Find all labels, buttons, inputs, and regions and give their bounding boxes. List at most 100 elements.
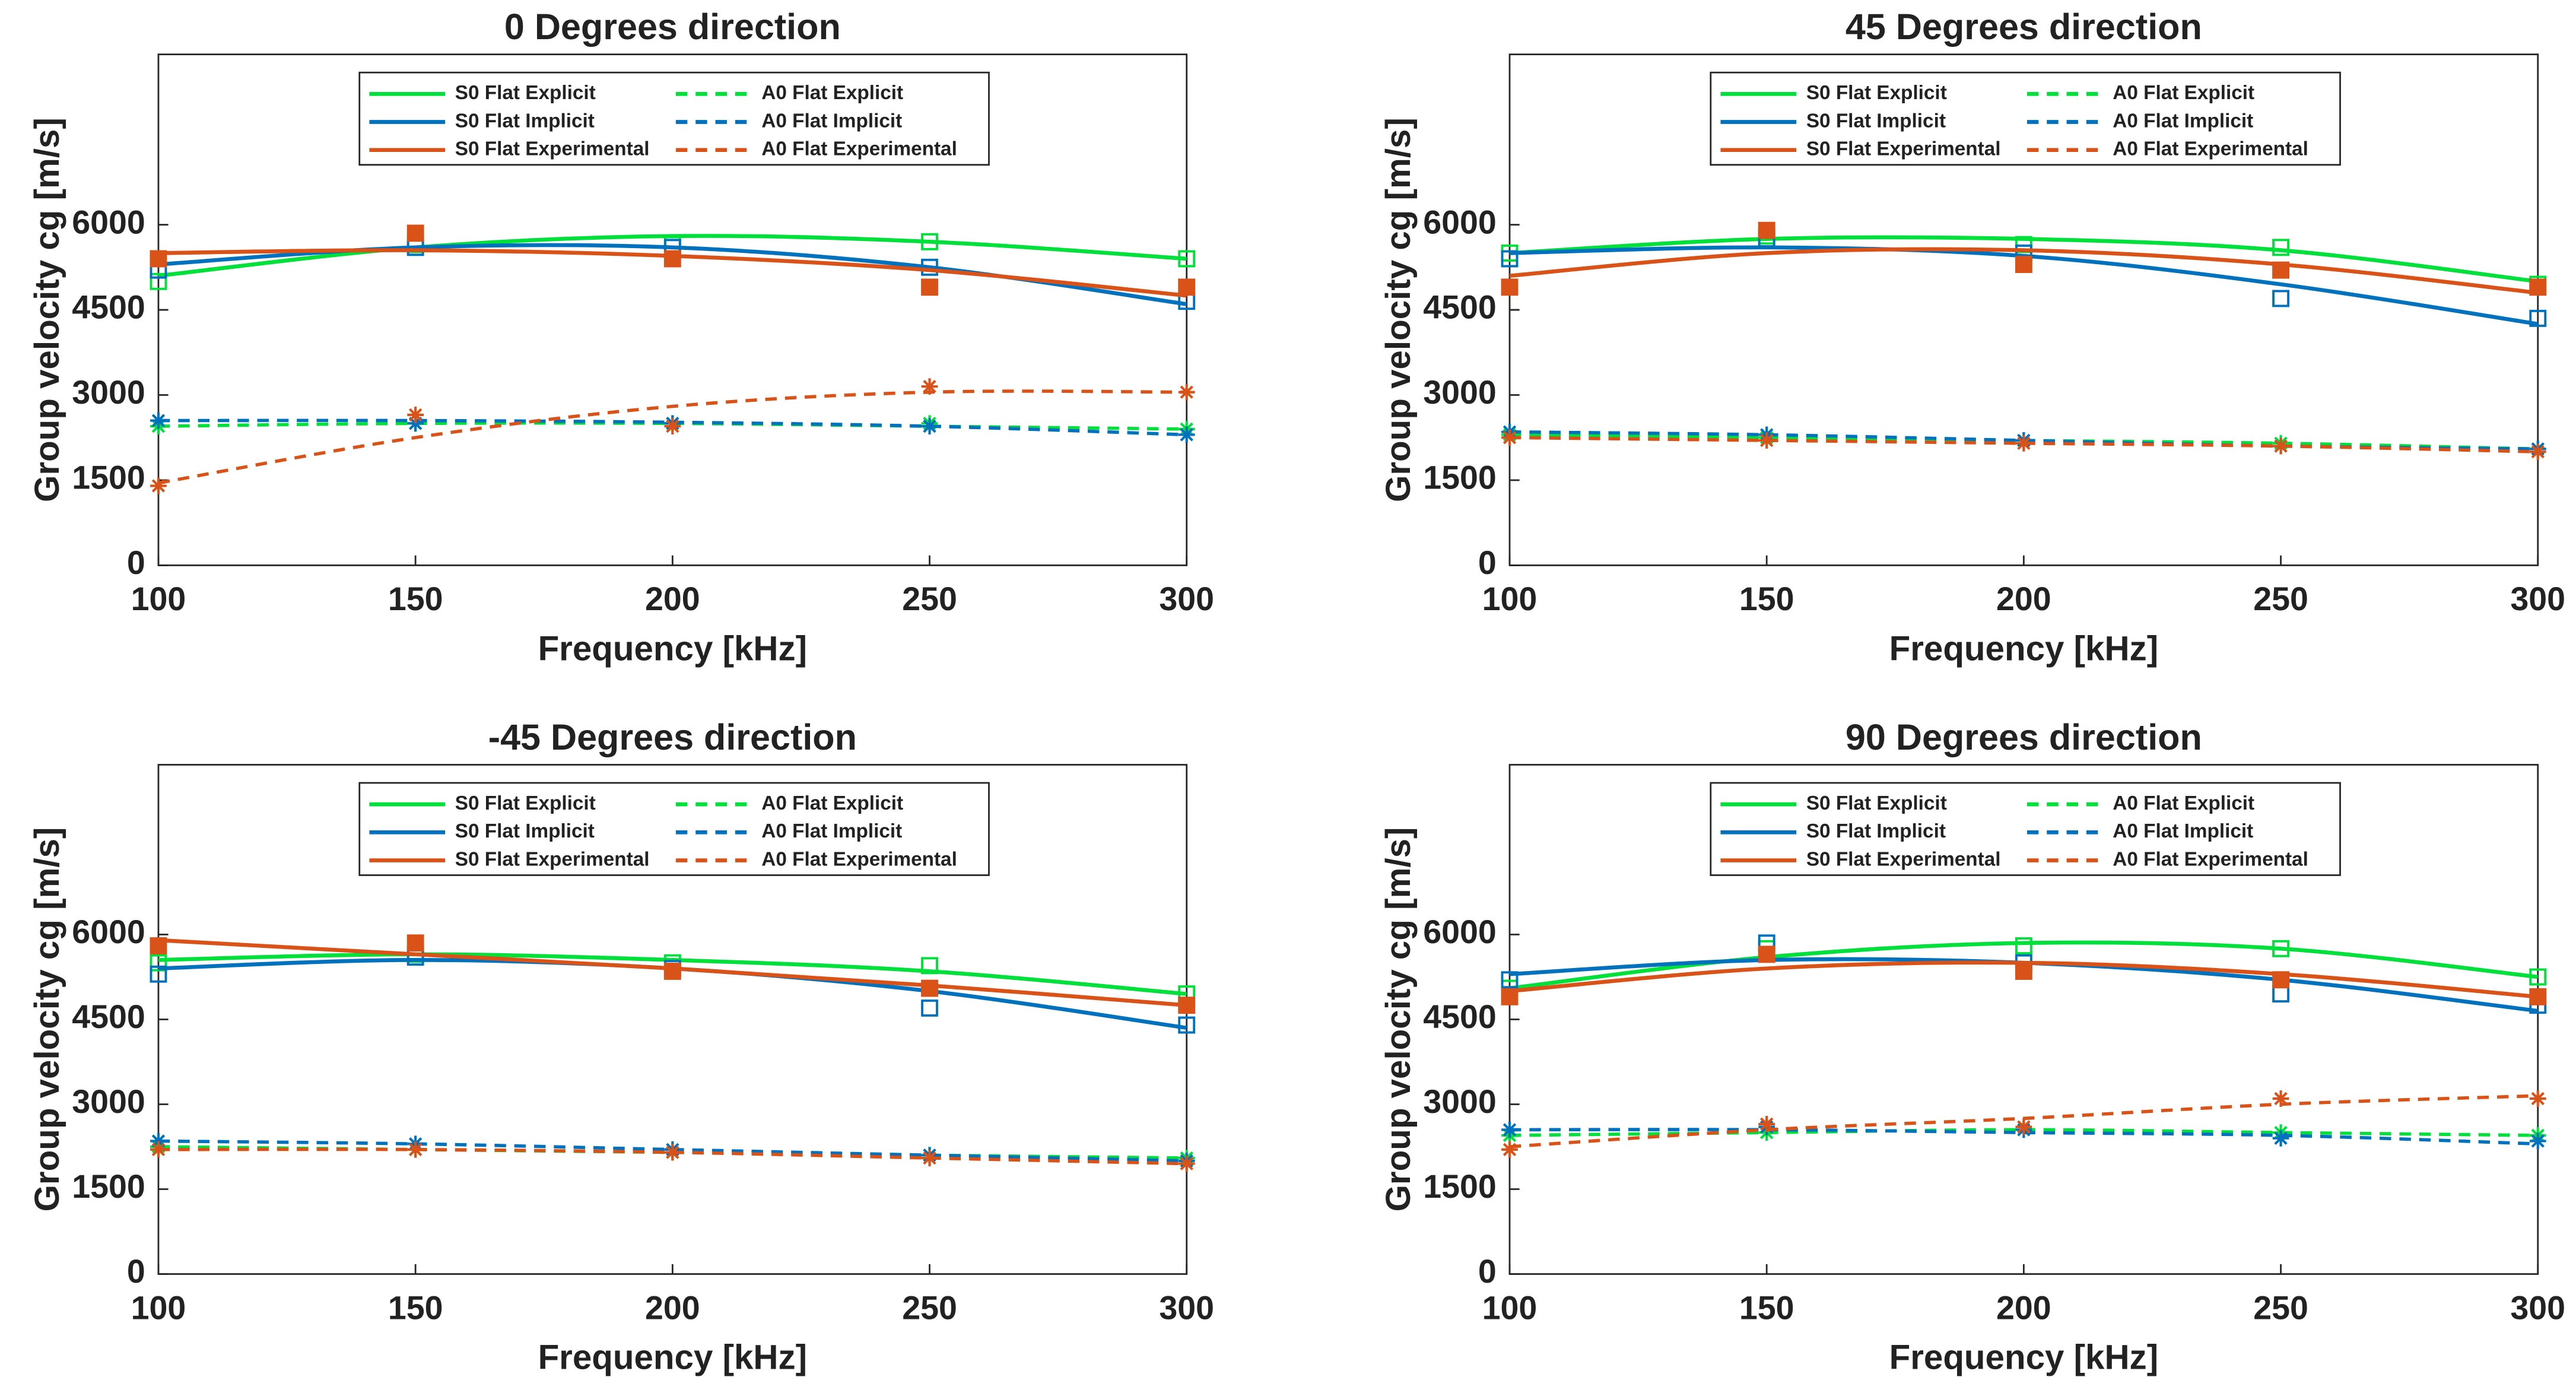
x-tick-label: 150 bbox=[388, 580, 443, 617]
chart-title: 45 Degrees direction bbox=[1846, 7, 2202, 47]
data-point bbox=[407, 415, 424, 432]
data-point bbox=[1758, 432, 1775, 449]
data-point bbox=[2272, 437, 2289, 455]
data-point bbox=[2272, 1090, 2289, 1107]
data-point bbox=[1178, 250, 1196, 268]
legend-label: A0 Flat Experimental bbox=[761, 848, 957, 870]
data-point bbox=[2529, 443, 2546, 461]
x-tick-label: 150 bbox=[388, 1289, 443, 1326]
y-tick-label: 1500 bbox=[72, 1168, 145, 1205]
data-point bbox=[921, 233, 938, 250]
x-tick-label: 300 bbox=[1159, 580, 1214, 617]
x-tick-label: 200 bbox=[645, 1289, 700, 1326]
series-line bbox=[1509, 235, 2539, 284]
data-point bbox=[921, 418, 938, 435]
data-point bbox=[2272, 971, 2289, 989]
legend-label: A0 Flat Implicit bbox=[761, 820, 902, 842]
data-point bbox=[1178, 426, 1195, 443]
legend-label: A0 Flat Experimental bbox=[2113, 138, 2308, 160]
data-point bbox=[150, 1141, 167, 1158]
x-tick-label: 200 bbox=[645, 580, 700, 617]
data-point bbox=[150, 1132, 167, 1150]
x-tick-label: 150 bbox=[1739, 1289, 1794, 1326]
data-point bbox=[663, 963, 681, 980]
legend-label: S0 Flat Explicit bbox=[1806, 792, 1947, 814]
data-point bbox=[1501, 1121, 1518, 1138]
data-point bbox=[1501, 971, 1519, 989]
data-point bbox=[2272, 1130, 2289, 1147]
x-axis-label: Frequency [kHz] bbox=[538, 1338, 808, 1376]
series-line bbox=[158, 389, 1187, 485]
x-axis-label: Frequency [kHz] bbox=[538, 629, 808, 668]
data-point bbox=[150, 272, 167, 290]
data-point bbox=[150, 250, 167, 268]
data-point bbox=[2015, 937, 2032, 954]
data-point bbox=[2015, 1118, 2032, 1135]
data-point bbox=[1501, 1141, 1518, 1158]
data-point bbox=[2529, 309, 2547, 327]
legend-label: S0 Flat Implicit bbox=[455, 820, 595, 842]
legend-box bbox=[358, 782, 990, 876]
y-axis-label: Group velocity cg [m/s] bbox=[28, 827, 66, 1212]
x-tick-label: 200 bbox=[1996, 1289, 2051, 1326]
data-point bbox=[2529, 988, 2547, 1005]
data-point bbox=[150, 937, 167, 954]
y-axis-label: Group velocity cg [m/s] bbox=[28, 118, 66, 502]
data-point bbox=[407, 407, 424, 423]
data-point bbox=[921, 278, 938, 296]
data-point bbox=[2015, 963, 2032, 980]
data-point bbox=[1758, 1115, 1775, 1132]
y-tick-label: 3000 bbox=[72, 1083, 145, 1120]
y-tick-label: 3000 bbox=[1423, 1083, 1497, 1120]
y-tick-label: 4500 bbox=[1423, 289, 1497, 326]
x-tick-label: 100 bbox=[131, 580, 186, 617]
x-axis-label: Frequency [kHz] bbox=[1889, 1338, 2159, 1376]
chart-title: 90 Degrees direction bbox=[1846, 717, 2202, 757]
x-tick-label: 100 bbox=[1482, 580, 1538, 617]
y-tick-label: 0 bbox=[1478, 1253, 1497, 1290]
data-point bbox=[150, 412, 167, 429]
data-point bbox=[1501, 429, 1518, 446]
y-tick-label: 1500 bbox=[72, 459, 145, 496]
x-tick-label: 300 bbox=[2510, 1289, 2565, 1326]
x-tick-label: 250 bbox=[902, 580, 957, 617]
data-point bbox=[921, 1150, 938, 1166]
data-point bbox=[2272, 239, 2289, 256]
y-axis-label: Group velocity cg [m/s] bbox=[1379, 118, 1418, 502]
x-tick-label: 100 bbox=[131, 1289, 186, 1326]
legend-label: A0 Flat Implicit bbox=[2113, 820, 2253, 842]
y-tick-label: 1500 bbox=[1423, 1168, 1497, 1205]
series-line bbox=[1509, 1094, 2538, 1148]
x-tick-label: 300 bbox=[2510, 580, 2565, 617]
data-point bbox=[150, 954, 167, 972]
x-tick-label: 150 bbox=[1739, 580, 1794, 617]
x-tick-label: 250 bbox=[2253, 580, 2308, 617]
legend-label: A0 Flat Implicit bbox=[2113, 110, 2253, 132]
data-point bbox=[2529, 1132, 2546, 1150]
data-point bbox=[921, 378, 938, 395]
data-point bbox=[664, 418, 681, 435]
data-point bbox=[2272, 940, 2289, 957]
data-point bbox=[2529, 968, 2547, 986]
legend-label: S0 Flat Implicit bbox=[455, 110, 595, 132]
data-point bbox=[921, 258, 938, 276]
x-tick-label: 300 bbox=[1159, 1289, 1214, 1326]
legend-box bbox=[358, 71, 990, 166]
legend-label: A0 Flat Explicit bbox=[761, 82, 903, 104]
x-tick-label: 200 bbox=[1996, 580, 2051, 617]
data-point bbox=[1501, 988, 1519, 1005]
y-tick-label: 6000 bbox=[72, 204, 145, 240]
y-tick-label: 6000 bbox=[72, 913, 145, 950]
y-tick-label: 4500 bbox=[1423, 998, 1497, 1035]
data-point bbox=[921, 957, 938, 975]
legend-label: A0 Flat Experimental bbox=[2113, 848, 2308, 870]
y-tick-label: 4500 bbox=[72, 998, 145, 1035]
y-tick-label: 6000 bbox=[1423, 204, 1497, 240]
data-point bbox=[406, 934, 424, 952]
legend-label: A0 Flat Explicit bbox=[2113, 82, 2254, 104]
data-point bbox=[2272, 261, 2289, 279]
y-tick-label: 4500 bbox=[72, 289, 145, 326]
data-point bbox=[2529, 1090, 2546, 1107]
legend-label: S0 Flat Experimental bbox=[1806, 138, 2001, 160]
